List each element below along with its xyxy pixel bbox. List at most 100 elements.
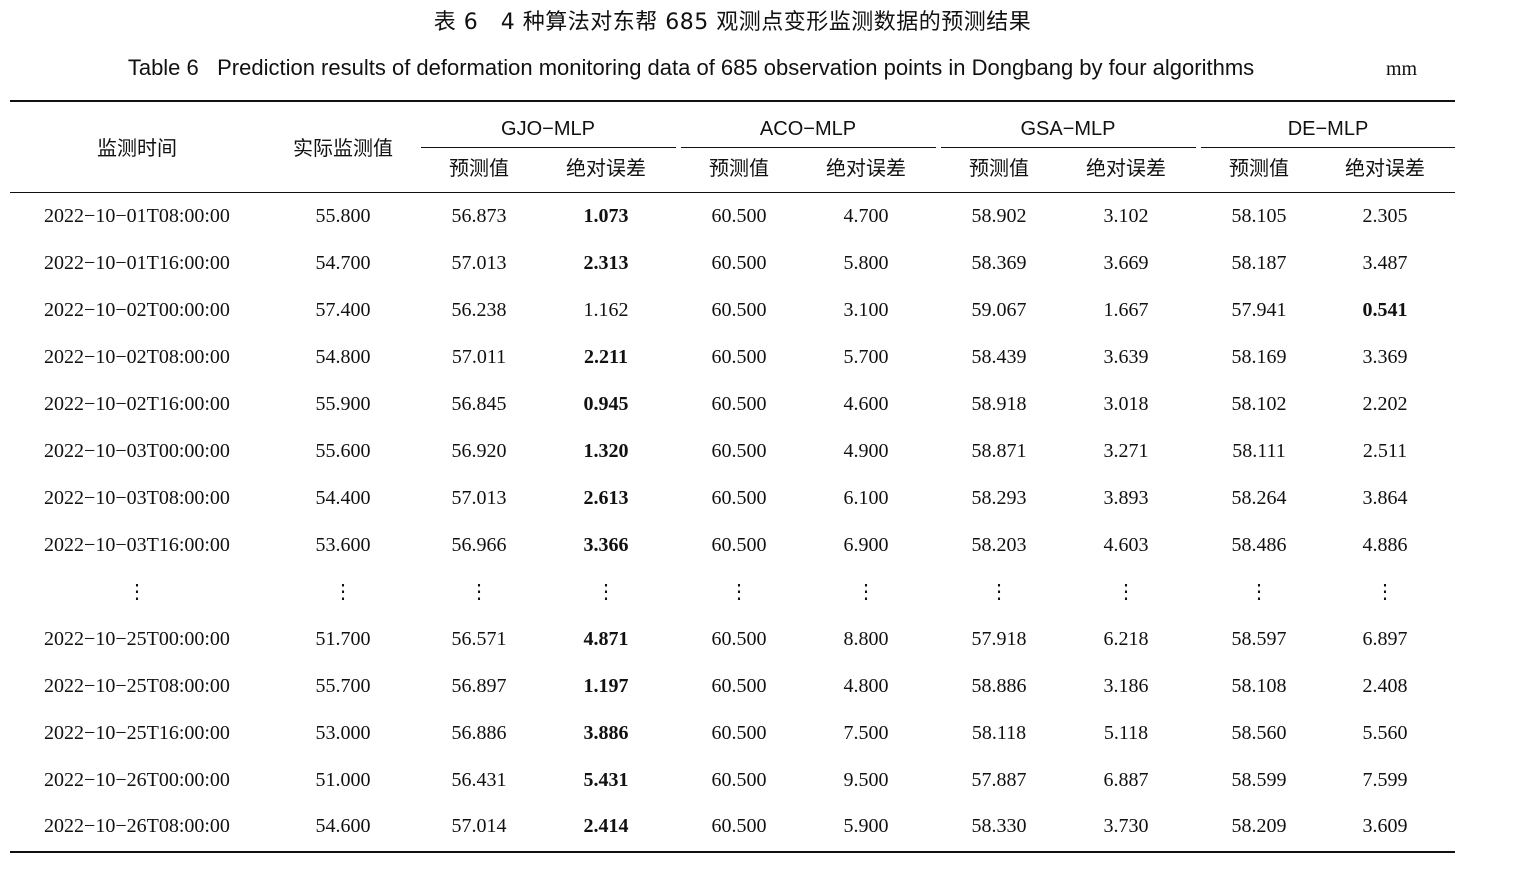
cell-pred: 58.486 bbox=[1231, 534, 1287, 556]
cell-actual: 55.900 bbox=[315, 393, 371, 415]
cell-err: ⋮ bbox=[1375, 581, 1395, 603]
cell-pred: ⋮ bbox=[729, 581, 749, 603]
header-pred: 预测值 bbox=[1229, 156, 1289, 180]
cell-pred: ⋮ bbox=[1249, 581, 1269, 603]
cell-actual: 55.800 bbox=[315, 205, 371, 227]
cell-pred: 58.293 bbox=[971, 487, 1027, 509]
cell-err: 2.305 bbox=[1362, 205, 1408, 227]
bottom-rule bbox=[10, 851, 1455, 853]
cell-err: 1.320 bbox=[583, 440, 629, 462]
cell-err: 4.871 bbox=[583, 628, 629, 650]
cell-err: 5.700 bbox=[843, 346, 889, 368]
cell-err: 1.073 bbox=[583, 205, 629, 227]
cell-err: 5.560 bbox=[1362, 722, 1408, 744]
cell-time: 2022−10−26T08:00:00 bbox=[44, 815, 230, 837]
cell-actual: 51.700 bbox=[315, 628, 371, 650]
cell-err: 6.218 bbox=[1103, 628, 1149, 650]
cell-err: 2.414 bbox=[583, 815, 629, 837]
table-caption-en: Table 6 Prediction results of deformatio… bbox=[127, 55, 1255, 80]
cell-err: 3.609 bbox=[1362, 815, 1408, 837]
cell-err: 2.613 bbox=[583, 487, 629, 509]
cell-err: 1.667 bbox=[1103, 299, 1149, 321]
cell-err: ⋮ bbox=[1116, 581, 1136, 603]
cell-pred: 57.887 bbox=[971, 769, 1027, 791]
unit-label: mm bbox=[1386, 58, 1418, 80]
group-underline bbox=[681, 147, 936, 148]
cell-pred: 60.500 bbox=[711, 299, 767, 321]
cell-pred: 58.902 bbox=[971, 205, 1027, 227]
cell-err: 3.271 bbox=[1103, 440, 1149, 462]
cell-err: 3.639 bbox=[1103, 346, 1149, 368]
cell-pred: 56.897 bbox=[451, 675, 507, 697]
cell-actual: 53.000 bbox=[315, 722, 371, 744]
cell-pred: 60.500 bbox=[711, 440, 767, 462]
cell-time: 2022−10−25T16:00:00 bbox=[44, 722, 230, 744]
cell-err: 5.431 bbox=[583, 769, 629, 791]
cell-pred: 56.920 bbox=[451, 440, 507, 462]
header-err: 绝对误差 bbox=[566, 156, 646, 180]
cell-err: 0.945 bbox=[583, 393, 629, 415]
cell-err: 2.511 bbox=[1362, 440, 1408, 462]
cell-pred: 56.431 bbox=[451, 769, 507, 791]
cell-pred: 58.108 bbox=[1231, 675, 1287, 697]
cell-pred: 59.067 bbox=[971, 299, 1027, 321]
cell-pred: 56.571 bbox=[451, 628, 507, 650]
cell-pred: 58.209 bbox=[1231, 815, 1287, 837]
cell-err: 3.669 bbox=[1103, 252, 1149, 274]
cell-pred: 58.111 bbox=[1232, 440, 1286, 462]
cell-err: 7.500 bbox=[843, 722, 889, 744]
cell-actual: 55.600 bbox=[315, 440, 371, 462]
cell-err: 3.102 bbox=[1103, 205, 1149, 227]
cell-err: 0.541 bbox=[1362, 299, 1408, 321]
cell-err: 1.197 bbox=[583, 675, 629, 697]
cell-pred: 58.599 bbox=[1231, 769, 1287, 791]
cell-pred: 56.238 bbox=[451, 299, 507, 321]
cell-err: 5.900 bbox=[843, 815, 889, 837]
cell-pred: 58.330 bbox=[971, 815, 1027, 837]
cell-pred: 58.871 bbox=[971, 440, 1027, 462]
cell-time: 2022−10−03T16:00:00 bbox=[44, 534, 230, 556]
cell-time: 2022−10−25T00:00:00 bbox=[44, 628, 230, 650]
table-caption-cn: 表 6 4 种算法对东帮 685 观测点变形监测数据的预测结果 bbox=[433, 10, 1032, 35]
cell-pred: 60.500 bbox=[711, 487, 767, 509]
cell-actual: 53.600 bbox=[315, 534, 371, 556]
cell-pred: 57.013 bbox=[451, 252, 507, 274]
cell-err: 4.603 bbox=[1103, 534, 1149, 556]
cell-pred: 60.500 bbox=[711, 346, 767, 368]
header-pred: 预测值 bbox=[449, 156, 509, 180]
cell-actual: 57.400 bbox=[315, 299, 371, 321]
cell-err: 6.100 bbox=[843, 487, 889, 509]
cell-err: 3.369 bbox=[1362, 346, 1408, 368]
cell-time: 2022−10−03T08:00:00 bbox=[44, 487, 230, 509]
cell-pred: 56.873 bbox=[451, 205, 507, 227]
cell-pred: 58.105 bbox=[1231, 205, 1287, 227]
cell-pred: 60.500 bbox=[711, 534, 767, 556]
cell-err: 3.893 bbox=[1103, 487, 1149, 509]
cell-pred: ⋮ bbox=[469, 581, 489, 603]
cell-actual: ⋮ bbox=[333, 581, 353, 603]
cell-time: 2022−10−02T08:00:00 bbox=[44, 346, 230, 368]
cell-err: 4.600 bbox=[843, 393, 889, 415]
cell-err: 5.118 bbox=[1103, 722, 1149, 744]
cell-err: 2.202 bbox=[1362, 393, 1408, 415]
header-err: 绝对误差 bbox=[826, 156, 906, 180]
cell-pred: 57.941 bbox=[1231, 299, 1287, 321]
cell-err: 4.900 bbox=[843, 440, 889, 462]
cell-err: 3.886 bbox=[583, 722, 629, 744]
cell-err: 3.100 bbox=[843, 299, 889, 321]
cell-err: 3.018 bbox=[1103, 393, 1149, 415]
header-time: 监测时间 bbox=[97, 136, 177, 160]
cell-pred: 60.500 bbox=[711, 815, 767, 837]
cell-pred: 60.500 bbox=[711, 769, 767, 791]
cell-pred: ⋮ bbox=[989, 581, 1009, 603]
cell-pred: 58.369 bbox=[971, 252, 1027, 274]
cell-pred: 56.966 bbox=[451, 534, 507, 556]
cell-pred: 56.886 bbox=[451, 722, 507, 744]
cell-err: 8.800 bbox=[843, 628, 889, 650]
header-group: DE−MLP bbox=[1287, 118, 1369, 140]
cell-time: 2022−10−02T00:00:00 bbox=[44, 299, 230, 321]
cell-err: 1.162 bbox=[583, 299, 629, 321]
cell-err: 3.487 bbox=[1362, 252, 1408, 274]
header-pred: 预测值 bbox=[709, 156, 769, 180]
cell-pred: 56.845 bbox=[451, 393, 507, 415]
